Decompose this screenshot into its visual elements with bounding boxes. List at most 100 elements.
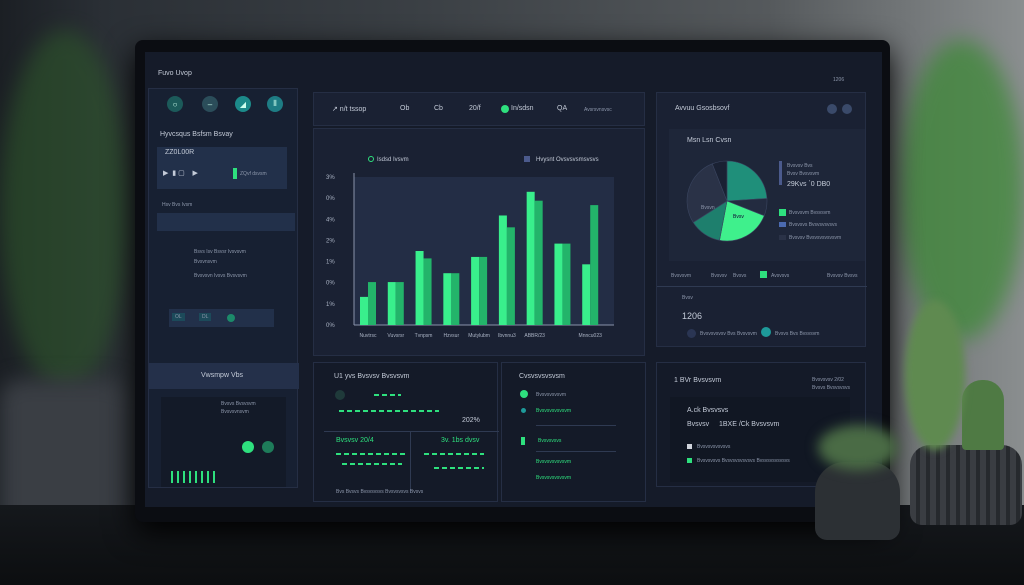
section-header <box>149 363 299 389</box>
pie-slice <box>726 160 768 202</box>
list-item: Bsvs Isv Bsvsr Ivsvsvm <box>194 249 246 255</box>
toolbar-item[interactable]: ↗ n/t tssop <box>332 106 367 113</box>
widget-text: Bvsvs Bvsvsvm <box>221 401 256 407</box>
legend-label: Bvsvsvm Bvsvsvm <box>789 210 831 216</box>
track-label: ZQvf dsvsm <box>240 171 267 177</box>
toggle-on[interactable] <box>242 441 254 453</box>
communication-title: Cvsvsvsvsvsm <box>519 373 565 380</box>
x-tick-label: Nuvtrsc <box>360 333 377 339</box>
details-title: 1 BVr Bvsvsvm <box>674 377 722 384</box>
progress-line <box>374 394 401 396</box>
toolbar-item[interactable]: Cb <box>434 105 443 112</box>
status-dot <box>520 390 528 398</box>
minus-icon[interactable]: – <box>202 96 218 112</box>
bar <box>590 205 599 325</box>
search-icon[interactable]: ○ <box>167 96 183 112</box>
y-tick-label: 1% <box>326 302 335 308</box>
toolbar-item[interactable]: In/sdsn <box>511 105 534 112</box>
legend-marker <box>368 156 374 162</box>
y-tick-label: 4% <box>326 217 335 223</box>
pie-label: Bvsv <box>733 214 744 220</box>
checkbox-label: Bvsvsvsvs Bvsvsvsvsvsvs Bvsvsvsvsvsvs <box>697 458 790 464</box>
legend-label: Isdsd Ivsvm <box>377 157 409 163</box>
sidebar: ○ – ◢ ⦀ Hyvcsqus Bsfsm Bsvay ZZ0L00R ▶ ▮… <box>148 88 299 488</box>
plant-pot-large <box>910 445 1022 525</box>
ol-button[interactable]: OL <box>172 313 185 321</box>
checkbox-label: Bvsvsvsvsvsvs <box>697 444 731 450</box>
bar <box>471 256 480 325</box>
play-icon[interactable]: ▶ ▮ ▢ ▶ <box>163 170 198 177</box>
checkbox[interactable] <box>687 444 692 449</box>
right-panel: Avvuu Gsosbsovf Msn Lsn Cvsn Bvsvn Bvsv … <box>656 92 867 347</box>
bar <box>395 282 404 325</box>
level-bar <box>779 161 782 185</box>
kpi-note: Bvsvs Bvs Bvsvsvm <box>775 331 820 337</box>
details-meta: Bvsvsvsv 2/02 <box>812 377 844 383</box>
x-tick-label: Hzvsur <box>444 333 460 339</box>
bar <box>387 282 396 325</box>
pie-slice <box>686 163 728 223</box>
toolbar: ↗ n/t tssop Ob Cb 20/f In/sdsn QA Avsrsv… <box>313 92 645 126</box>
cactus <box>962 380 1004 450</box>
marker <box>521 437 525 445</box>
settings-icon[interactable] <box>842 104 852 114</box>
bar <box>498 215 507 325</box>
info-icon[interactable] <box>827 104 837 114</box>
toolbar-item[interactable]: 20/f <box>469 105 481 112</box>
blurred-plant-right <box>900 40 1024 340</box>
y-tick-label: 0% <box>326 323 335 329</box>
y-tick-label: 3% <box>326 175 335 181</box>
footer-item: Bvsvsv Bvsvs <box>827 273 858 279</box>
footer-item: Bvsvsv <box>711 273 727 279</box>
legend-swatch <box>779 222 786 227</box>
toggle[interactable] <box>262 441 274 453</box>
comm-item: Bvsvsvsvsvm <box>536 392 566 398</box>
plant-small <box>818 425 898 470</box>
triangle-icon[interactable]: ◢ <box>235 96 251 112</box>
bar <box>443 273 452 325</box>
status-dot <box>521 408 526 413</box>
y-tick-label: 0% <box>326 281 335 287</box>
toolbar-item[interactable]: Avsrsvnsvsc <box>584 107 612 113</box>
activity-title: U1 yvs Bvsvsv Bvsvsvm <box>334 373 410 380</box>
dl-button[interactable]: DL <box>199 313 212 321</box>
user-icon <box>687 329 696 338</box>
stat: Bvsvsv Bvs <box>787 163 813 169</box>
dashboard-screen: Fuvo Uvop 1206 ○ – ◢ ⦀ Hyvcsqus Bsfsm Bs… <box>145 52 882 507</box>
pie-slice <box>711 160 728 202</box>
pie-slice <box>719 200 765 242</box>
progress-line <box>336 453 406 455</box>
legend-label: Hvysnt Ovsvsvsmsvsvs <box>536 157 599 163</box>
bar <box>526 191 535 325</box>
pie-title: Msn Lsn Cvsn <box>687 137 732 144</box>
legend-label: Bvsvsvs Bvsvsvsvsvs <box>789 222 838 228</box>
pie-chart <box>686 160 768 242</box>
kpi-label: Bvsv <box>682 295 693 301</box>
section-title: Vwsmpw Vbs <box>201 372 244 379</box>
comm-item: Bvsvsvsvsvsvm <box>536 459 571 465</box>
plant-rosemary <box>905 300 965 450</box>
status-dot <box>227 314 235 322</box>
details-row: 1BXE /Ck Bvsvsvm <box>719 421 780 428</box>
x-tick-label: Tvnpsm <box>415 333 433 339</box>
kpi-note: Bvsvsvsvsv Bvs Bvsvsvm <box>700 331 757 337</box>
track-marker <box>233 168 237 179</box>
bar <box>360 296 368 325</box>
track-panel <box>157 147 287 189</box>
sidebar-heading: Hyvcsqus Bsfsm Bsvay <box>160 131 233 138</box>
chart-panel: Isdsd Ivsvm Hvysnt Ovsvsvsmsvsvs 3% 0% 4% 2% 1… <box>313 128 645 356</box>
stat: 29Kvs ΄0 DB0 <box>787 181 831 188</box>
toolbar-item[interactable]: QA <box>557 105 568 112</box>
grid-icon[interactable]: ⦀ <box>267 96 283 112</box>
comm-item: Bvsvsvsvsvsvm <box>536 408 571 414</box>
plant-pot-small <box>815 462 900 540</box>
activity-footer: Bvs Bvsvs Bvsvsvsvs Bvsvsvsvs Bvsvs <box>336 489 424 495</box>
kpi-value: 1206 <box>682 311 703 321</box>
checkbox-checked[interactable] <box>687 458 692 463</box>
toolbar-item[interactable]: Ob <box>400 105 410 112</box>
sidebar-value: ZZ0L00R <box>165 149 195 156</box>
legend-label: Bvsvsv Bvsvsvsvsvsvm <box>789 235 842 241</box>
mini-bars <box>171 471 216 483</box>
bar <box>534 200 543 325</box>
globe-icon <box>335 390 345 400</box>
